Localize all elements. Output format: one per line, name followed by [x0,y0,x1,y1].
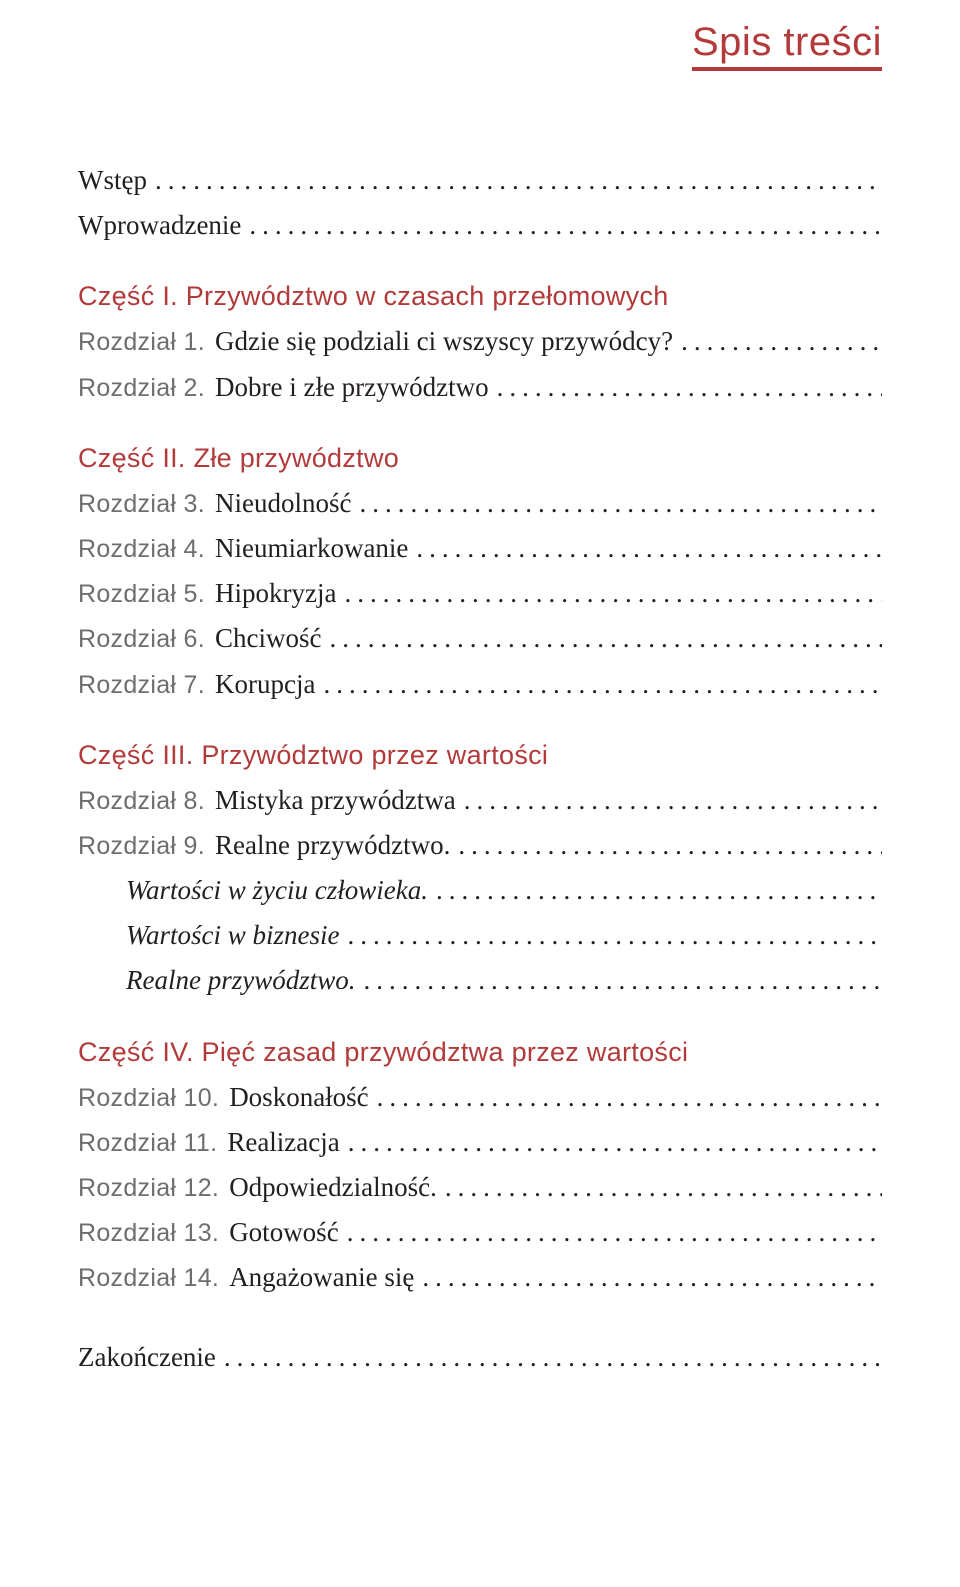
entry-label: Nieudolność [215,482,351,525]
entry-prefix: Rozdział 10. [78,1078,219,1118]
toc-intro: Wstęp...................................… [78,159,882,247]
entry-prefix: Rozdział 5. [78,574,205,614]
page-title: Spis treści [692,20,882,71]
toc-entry: Wartości w biznesie.....................… [78,914,882,957]
toc-entry: Rozdział 11.Realizacja..................… [78,1121,882,1164]
entry-prefix: Rozdział 1. [78,322,205,362]
toc-entry: Rozdział 9.Realne przywództwo...........… [78,824,882,867]
leader-dots: ........................................… [464,779,882,822]
leader-dots: ........................................… [364,959,883,1002]
entry-prefix: Rozdział 9. [78,826,205,866]
leader-dots: ........................................… [681,320,882,363]
title-block: Spis treści [78,20,882,71]
toc-entry: Rozdział 3.Nieudolność..................… [78,482,882,525]
toc-entry: Zakończenie.............................… [78,1336,882,1379]
entry-prefix: Rozdział 12. [78,1168,219,1208]
entry-label: Zakończenie [78,1336,216,1379]
page-root: Spis treści Wstęp.......................… [0,0,960,1379]
entry-label: Wprowadzenie [78,204,241,247]
toc-entry: Rozdział 14.Angażowanie się.............… [78,1256,882,1299]
leader-dots: ........................................… [347,1211,882,1254]
leader-dots: ........................................… [329,617,882,660]
leader-dots: ........................................… [344,572,882,615]
entry-label: Wartości w biznesie [126,914,340,957]
toc-entry: Rozdział 8.Mistyka przywództwa..........… [78,779,882,822]
entry-label: Nieumiarkowanie [215,527,408,570]
toc-entry: Wartości w życiu człowieka..............… [78,869,882,912]
entry-label: Korupcja [215,663,315,706]
entry-label: Realne przywództwo. [215,824,450,867]
entry-prefix: Rozdział 4. [78,529,205,569]
entry-label: Dobre i złe przywództwo [215,366,489,409]
entry-label: Angażowanie się [229,1256,414,1299]
leader-dots: ........................................… [416,527,882,570]
leader-dots: ........................................… [224,1336,882,1379]
leader-dots: ........................................… [377,1076,882,1119]
part-heading: Część II. Złe przywództwo [78,443,882,474]
part-heading: Część I. Przywództwo w czasach przełomow… [78,281,882,312]
entry-label: Mistyka przywództwa [215,779,456,822]
leader-dots: ........................................… [348,914,882,957]
toc-entry: Rozdział 10.Doskonałość.................… [78,1076,882,1119]
toc-entry: Rozdział 4.Nieumiarkowanie..............… [78,527,882,570]
toc-entry: Rozdział 1.Gdzie się podziali ci wszyscy… [78,320,882,363]
entry-prefix: Rozdział 8. [78,781,205,821]
entry-label: Gotowość [229,1211,339,1254]
toc-parts: Część I. Przywództwo w czasach przełomow… [78,281,882,1299]
entry-label: Realne przywództwo. [126,959,356,1002]
part-heading: Część III. Przywództwo przez wartości [78,740,882,771]
toc-entry: Rozdział 7.Korupcja.....................… [78,663,882,706]
entry-prefix: Rozdział 11. [78,1123,217,1163]
leader-dots: ........................................… [422,1256,882,1299]
leader-dots: ........................................… [359,482,882,525]
toc-entry: Realne przywództwo......................… [78,959,882,1002]
entry-label: Odpowiedzialność. [229,1166,437,1209]
entry-label: Realizacja [227,1121,339,1164]
toc-entry: Rozdział 2.Dobre i złe przywództwo......… [78,366,882,409]
entry-prefix: Rozdział 6. [78,619,205,659]
entry-label: Doskonałość [229,1076,368,1119]
entry-label: Hipokryzja [215,572,336,615]
entry-label: Wartości w życiu człowieka. [126,869,428,912]
entry-label: Chciwość [215,617,321,660]
leader-dots: ........................................… [445,1166,882,1209]
leader-dots: ........................................… [348,1121,882,1164]
entry-prefix: Rozdział 7. [78,665,205,705]
entry-prefix: Rozdział 2. [78,368,205,408]
leader-dots: ........................................… [323,663,882,706]
toc-entry: Rozdział 12.Odpowiedzialność............… [78,1166,882,1209]
toc-entry: Rozdział 5.Hipokryzja...................… [78,572,882,615]
entry-prefix: Rozdział 14. [78,1258,219,1298]
leader-dots: ........................................… [458,824,882,867]
toc-entry: Rozdział 6.Chciwość.....................… [78,617,882,660]
leader-dots: ........................................… [436,869,882,912]
leader-dots: ........................................… [155,159,882,202]
part-heading: Część IV. Pięć zasad przywództwa przez w… [78,1037,882,1068]
leader-dots: ........................................… [249,204,882,247]
leader-dots: ........................................… [497,366,882,409]
toc-entry: Wstęp...................................… [78,159,882,202]
toc-closing: Zakończenie.............................… [78,1336,882,1379]
entry-prefix: Rozdział 3. [78,484,205,524]
entry-prefix: Rozdział 13. [78,1213,219,1253]
toc-entry: Rozdział 13.Gotowość....................… [78,1211,882,1254]
entry-label: Wstęp [78,159,147,202]
entry-label: Gdzie się podziali ci wszyscy przywódcy? [215,320,673,363]
toc-entry: Wprowadzenie............................… [78,204,882,247]
